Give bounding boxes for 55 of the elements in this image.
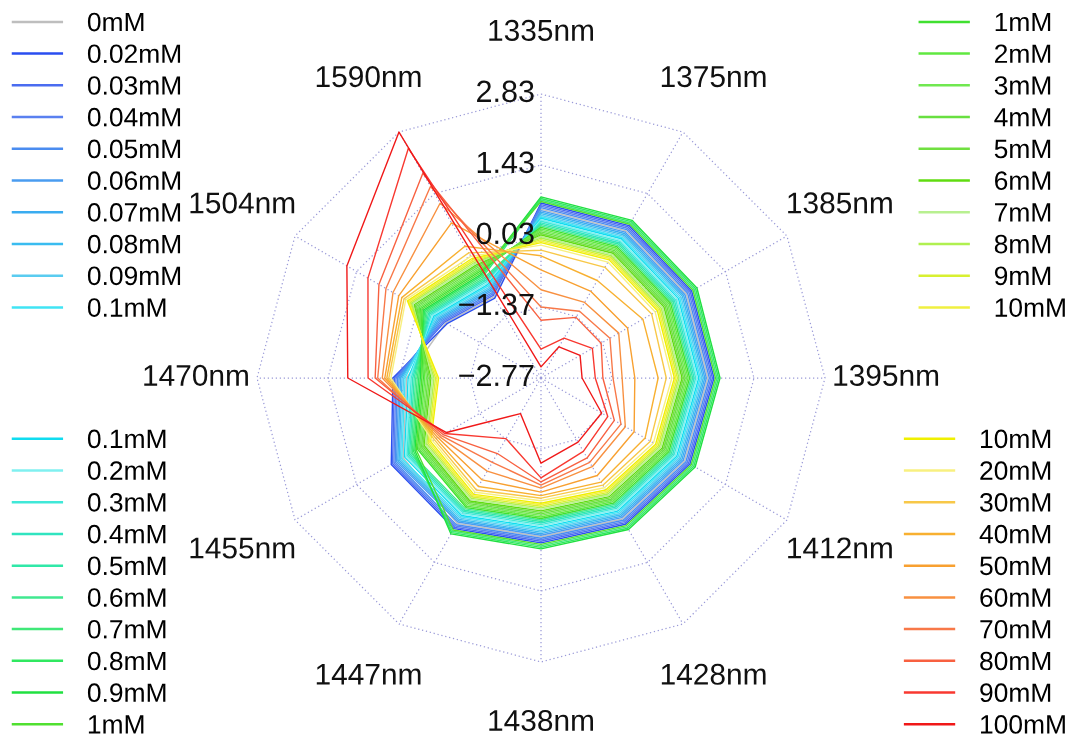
spoke-label: 1438nm xyxy=(489,709,593,732)
y-tick-label: −2.77 xyxy=(459,364,534,386)
legend-label: 50mM xyxy=(980,556,1051,576)
legend-label: 0.02mM xyxy=(87,44,181,64)
spoke-label: 1590nm xyxy=(316,66,421,88)
spoke-label: 1455nm xyxy=(190,537,295,559)
spoke-label: 1335nm xyxy=(489,19,593,41)
legend-label: 0.1mM xyxy=(87,429,166,449)
legend-label: 0.08mM xyxy=(87,234,181,254)
legend-label: 6mM xyxy=(995,171,1051,191)
spoke-label: 1470nm xyxy=(144,364,248,387)
legend-label: 20mM xyxy=(980,461,1051,480)
legend-label: 3mM xyxy=(994,76,1051,95)
legend-label: 0.2mM xyxy=(87,461,166,480)
legend-label: 60mM xyxy=(980,588,1051,607)
legend-label: 10mM xyxy=(995,298,1065,317)
legend-label: 8mM xyxy=(994,234,1051,254)
legend-label: 0.04mM xyxy=(87,107,181,127)
legend-label: 0.7mM xyxy=(87,619,166,639)
legend-label: 0.07mM xyxy=(87,203,181,222)
legend-label: 0.09mM xyxy=(87,266,181,286)
legend-label: 10mM xyxy=(981,429,1051,449)
legend-label: 9mM xyxy=(994,266,1051,286)
legend-label: 1mM xyxy=(88,715,144,734)
legend-label: 0.6mM xyxy=(87,588,166,607)
spoke-label: 1447nm xyxy=(316,664,421,685)
y-tick-label: 2.83 xyxy=(477,80,534,103)
spoke-label: 1385nm xyxy=(788,192,892,214)
spoke-label: 1375nm xyxy=(661,66,766,88)
legend-label: 0.9mM xyxy=(87,683,166,703)
legend-label: 0mM xyxy=(87,12,144,32)
spoke-label: 1412nm xyxy=(788,537,892,559)
legend-label: 0.5mM xyxy=(87,556,166,576)
legend-label: 80mM xyxy=(980,651,1051,671)
legend-label: 5mM xyxy=(994,139,1051,159)
spoke-label: 1428nm xyxy=(661,663,766,685)
legend-label: 30mM xyxy=(980,493,1051,512)
legend-label: 90mM xyxy=(980,683,1051,703)
legend-label: 100mM xyxy=(981,715,1065,734)
legend-label: 7mM xyxy=(995,203,1051,222)
legend-label: 1mM xyxy=(995,12,1051,32)
legend-label: 4mM xyxy=(994,108,1051,127)
legend-label: 0.3mM xyxy=(87,493,166,512)
legend-label: 0.03mM xyxy=(87,76,181,95)
legend-label: 0.05mM xyxy=(87,139,181,159)
legend-label: 0.8mM xyxy=(87,651,166,671)
legend-label: 70mM xyxy=(980,619,1051,639)
legend-label: 2mM xyxy=(995,44,1051,63)
legend-label: 0.1mM xyxy=(87,298,166,317)
spoke-label: 1504nm xyxy=(190,192,295,214)
y-tick-label: 1.43 xyxy=(477,151,534,174)
legend-label: 0.06mM xyxy=(87,171,181,191)
spoke-label: 1395nm xyxy=(834,364,939,387)
legend-label: 0.4mM xyxy=(87,524,166,544)
legend-label: 40mM xyxy=(979,524,1051,544)
